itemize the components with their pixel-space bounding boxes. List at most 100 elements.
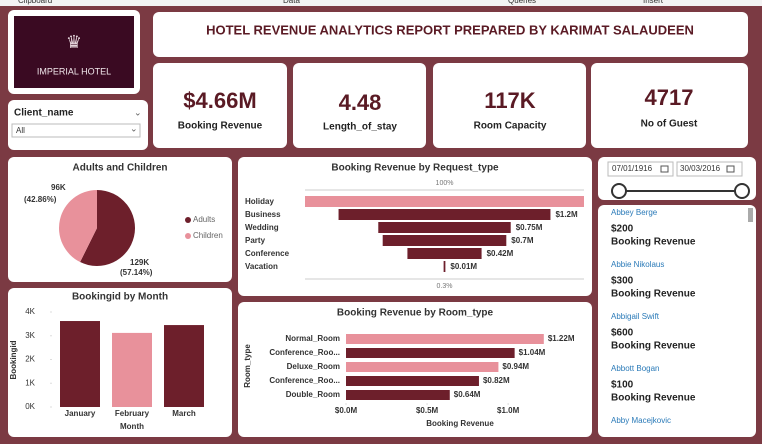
funnel-bar [382, 235, 507, 246]
client-amount: $600 [611, 328, 634, 339]
client-name-link[interactable]: Abbott Bogan [611, 364, 659, 373]
logo-image [14, 16, 134, 88]
bar [346, 348, 515, 358]
report-title: HOTEL REVENUE ANALYTICS REPORT PREPARED … [206, 22, 694, 37]
kpi-label: Room Capacity [474, 121, 547, 132]
value-label: $0.82M [483, 376, 510, 385]
kpi-label: No of Guest [641, 119, 698, 130]
legend-label: Adults [193, 215, 215, 224]
slicer-label: Client_name [14, 108, 74, 119]
funnel-bar [443, 261, 446, 272]
slicer-selected[interactable]: All [16, 126, 25, 135]
kpi-card [433, 63, 586, 148]
funnel-bar [338, 209, 551, 220]
calendar-icon[interactable] [726, 165, 735, 173]
bar [346, 362, 499, 372]
client-name-link[interactable]: Abbey Berge [611, 208, 658, 217]
scrollbar[interactable] [748, 208, 753, 222]
kpi-label: Booking Revenue [178, 121, 263, 132]
category-label: Deluxe_Room [287, 362, 340, 371]
pie-slice [80, 190, 135, 266]
slicer-dropdown[interactable] [11, 123, 141, 138]
top-label: 100% [436, 180, 454, 187]
logo-text: IMPERIAL HOTEL [37, 66, 111, 76]
y-axis-label: Bookingid [9, 340, 18, 379]
category-label: Conference_Roo... [269, 376, 340, 385]
slider-handle[interactable] [611, 183, 627, 199]
bar [112, 332, 152, 407]
ribbon-label[interactable]: Clipboard [18, 0, 52, 5]
category-label: Party [245, 236, 266, 245]
x-axis-label: Booking Revenue [426, 419, 494, 428]
bar [346, 334, 544, 344]
y-tick-label: 3K [25, 331, 35, 340]
value-label: $1.22M [548, 334, 575, 343]
value-label: $0.42M [487, 249, 514, 258]
calendar-icon[interactable] [660, 165, 669, 173]
title-card [153, 12, 748, 57]
category-label: Wedding [245, 223, 279, 232]
start-date[interactable]: 07/01/1916 [612, 164, 653, 173]
category-label: Conference_Roo... [269, 348, 340, 357]
x-axis-label: Month [120, 422, 144, 431]
bottom-label: 0.3% [437, 283, 453, 290]
client-measure: Booking Revenue [611, 393, 696, 404]
kpi-value: $4.66M [183, 88, 256, 113]
value-label: $0.7M [511, 236, 534, 245]
y-tick-label: 1K [25, 378, 35, 387]
dropdown-icon: ⌄ [130, 123, 138, 133]
client-name-link[interactable]: Abbie Nikolaus [611, 260, 664, 269]
date-input[interactable] [676, 161, 743, 177]
legend-marker [185, 217, 191, 223]
y-tick-label: 4K [25, 307, 35, 316]
value-label: $0.75M [516, 223, 543, 232]
percent-label: (57.14%) [120, 268, 153, 277]
collapse-icon[interactable]: ⌄ [134, 107, 142, 117]
client-amount: $100 [611, 380, 634, 391]
category-label: Business [245, 210, 281, 219]
bar [346, 390, 450, 400]
end-date[interactable]: 30/03/2016 [680, 164, 721, 173]
percent-label: (42.86%) [24, 195, 57, 204]
date-input[interactable] [607, 161, 674, 177]
ribbon-label[interactable]: Data [283, 0, 300, 5]
client-amount: $200 [611, 224, 634, 235]
value-label: $0.94M [502, 362, 529, 371]
client-name-link[interactable]: Abby Macejkovic [611, 416, 671, 425]
kpi-card [293, 63, 426, 148]
ribbon-label[interactable]: Insert [643, 0, 664, 5]
category-label: Conference [245, 249, 290, 258]
funnel-bar [378, 222, 511, 233]
ribbon [0, 0, 762, 6]
category-label: Double_Room [286, 390, 340, 399]
kpi-card [591, 63, 748, 148]
pie-slice [59, 190, 97, 263]
chart-title: Booking Revenue by Request_type [331, 163, 499, 174]
bar [164, 325, 204, 407]
client-name-link[interactable]: Abbigail Swift [611, 312, 660, 321]
legend-label: Children [193, 231, 223, 240]
bar [60, 321, 100, 407]
chart-title: Bookingid by Month [72, 292, 168, 303]
value-label: 129K [130, 258, 149, 267]
funnel-bar [407, 248, 482, 259]
value-label: $1.2M [555, 210, 578, 219]
value-label: $0.64M [454, 390, 481, 399]
value-label: $0.01M [450, 262, 477, 271]
y-tick-label: 0K [25, 402, 35, 411]
legend-marker [185, 233, 191, 239]
client-measure: Booking Revenue [611, 237, 696, 248]
category-label: Vacation [245, 262, 278, 271]
kpi-value: 4717 [645, 85, 694, 110]
y-axis-label: Room_type [243, 344, 252, 388]
category-label: Holiday [245, 197, 274, 206]
ribbon-label[interactable]: Queries [508, 0, 536, 5]
kpi-value: 4.48 [339, 90, 382, 115]
x-tick-label: $0.5M [416, 406, 439, 415]
slider-handle[interactable] [734, 183, 750, 199]
x-tick-label: March [172, 409, 196, 418]
client-list [598, 205, 756, 437]
client-measure: Booking Revenue [611, 341, 696, 352]
x-tick-label: January [65, 409, 96, 418]
